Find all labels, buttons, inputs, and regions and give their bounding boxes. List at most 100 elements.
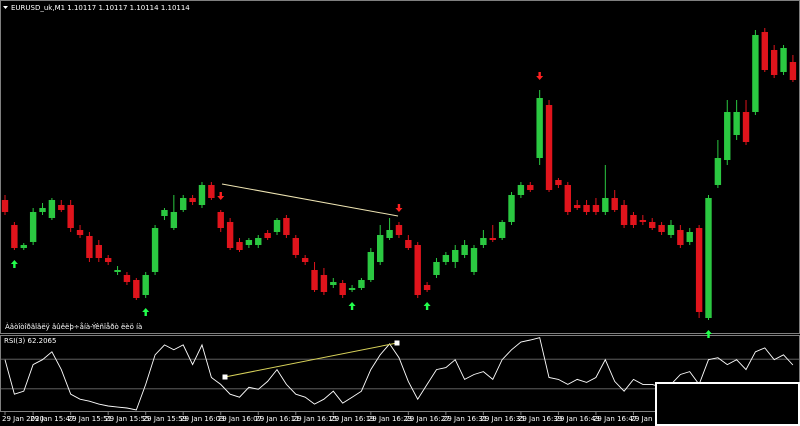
- candle-body: [283, 218, 290, 235]
- candle-body: [405, 240, 412, 248]
- candle-body: [602, 198, 609, 212]
- candle-body: [180, 198, 187, 210]
- candle-body: [311, 270, 318, 290]
- candle-body: [11, 225, 18, 248]
- candle-body: [236, 242, 243, 250]
- candle-body: [58, 205, 65, 210]
- candle-body: [705, 198, 712, 318]
- trend-anchor[interactable]: [222, 374, 228, 380]
- candle-body: [104, 258, 112, 262]
- candle-body: [695, 228, 703, 312]
- candle-body: [452, 250, 459, 262]
- candle-body: [114, 270, 121, 272]
- candle-body: [133, 280, 140, 298]
- time-label: 29 Jan 16:03: [180, 415, 224, 423]
- candle-body: [161, 210, 168, 216]
- candle-body: [20, 245, 27, 248]
- candle-body: [123, 275, 131, 282]
- candle-body: [620, 205, 628, 225]
- candle-body: [348, 288, 356, 290]
- candle-body: [320, 275, 328, 292]
- candle-body: [536, 98, 543, 158]
- candle-body: [686, 232, 693, 242]
- candle-body: [377, 235, 384, 262]
- buy-arrow: [348, 302, 356, 310]
- candle-body: [67, 205, 74, 228]
- candle-body: [151, 228, 159, 272]
- time-label: 29 Jan 16:35: [480, 415, 524, 423]
- rsi-title: RSI(3) 62.2065: [4, 337, 56, 345]
- candle-body: [555, 180, 562, 185]
- candle-body: [517, 185, 525, 195]
- candle-body: [264, 233, 271, 238]
- status-text: Àâòîòîðãîâëÿ âûêëþ÷åíà-Ýêñïåðò ëèö íà: [5, 322, 142, 331]
- candle-body: [714, 158, 722, 185]
- candle-body: [433, 262, 440, 275]
- candle-body: [86, 236, 93, 258]
- candle-body: [770, 50, 778, 75]
- candle-body: [677, 230, 684, 245]
- candle-body: [142, 275, 149, 295]
- candle-body: [527, 185, 534, 190]
- candle-body: [39, 208, 46, 212]
- candle-body: [733, 112, 740, 135]
- candle-body: [273, 220, 281, 232]
- candle-body: [573, 205, 581, 208]
- time-label: 29 Jan 16:51: [630, 415, 674, 423]
- sell-arrow: [395, 204, 403, 212]
- candle-body: [564, 185, 571, 212]
- time-label: 29 Jan 16:11: [255, 415, 299, 423]
- candle-body: [29, 212, 37, 242]
- main-plot: [1, 28, 797, 338]
- candle-body: [386, 230, 393, 238]
- candle-body: [480, 238, 487, 245]
- chart-title: EURUSD_uk,M1 1.10117 1.10117 1.10114 1.1…: [11, 4, 190, 12]
- candle-body: [545, 105, 553, 190]
- time-label: 29 Jan 16:43: [555, 415, 599, 423]
- time-label: 29 Jan 16:31: [443, 415, 487, 423]
- buy-arrow: [705, 330, 712, 338]
- trend-anchor[interactable]: [394, 340, 400, 346]
- candle-body: [76, 230, 84, 235]
- candle-body: [649, 222, 656, 228]
- candle-body: [358, 280, 365, 288]
- buy-arrow: [423, 302, 431, 310]
- candle-body: [255, 238, 262, 245]
- candle-body: [639, 220, 647, 222]
- buy-arrow: [142, 308, 150, 316]
- candle-body: [48, 200, 56, 218]
- time-label: 29 Jan 15:47: [30, 415, 74, 423]
- candle-body: [498, 222, 506, 238]
- trend-line: [221, 183, 399, 217]
- time-label: 29 Jan 16:47: [593, 415, 637, 423]
- time-label: 29 Jan 16:07: [218, 415, 262, 423]
- candle-body: [208, 185, 215, 198]
- candle-body: [667, 225, 675, 235]
- candle-body: [226, 222, 234, 248]
- candle-body: [583, 205, 590, 212]
- time-label: 29 Jan 15:51: [68, 415, 112, 423]
- candle-body: [414, 245, 421, 295]
- time-label: 29 Jan 15:55: [105, 415, 149, 423]
- candle-body: [742, 112, 750, 142]
- candle-body: [461, 245, 468, 255]
- candle-body: [780, 48, 787, 72]
- candle-body: [630, 215, 637, 225]
- menu-triangle[interactable]: [3, 6, 8, 9]
- candle-body: [592, 205, 600, 212]
- time-label: 29 Jan 16:19: [330, 415, 374, 423]
- candle-body: [217, 212, 224, 228]
- candle-body: [367, 252, 375, 280]
- sell-arrow: [536, 72, 544, 80]
- time-label: 29 Jan 16:23: [368, 415, 412, 423]
- candle-body: [658, 225, 665, 232]
- candle-body: [95, 245, 102, 258]
- candle-body: [292, 238, 299, 255]
- candle-body: [330, 282, 337, 285]
- candle-body: [789, 62, 797, 80]
- candle-body: [470, 248, 478, 272]
